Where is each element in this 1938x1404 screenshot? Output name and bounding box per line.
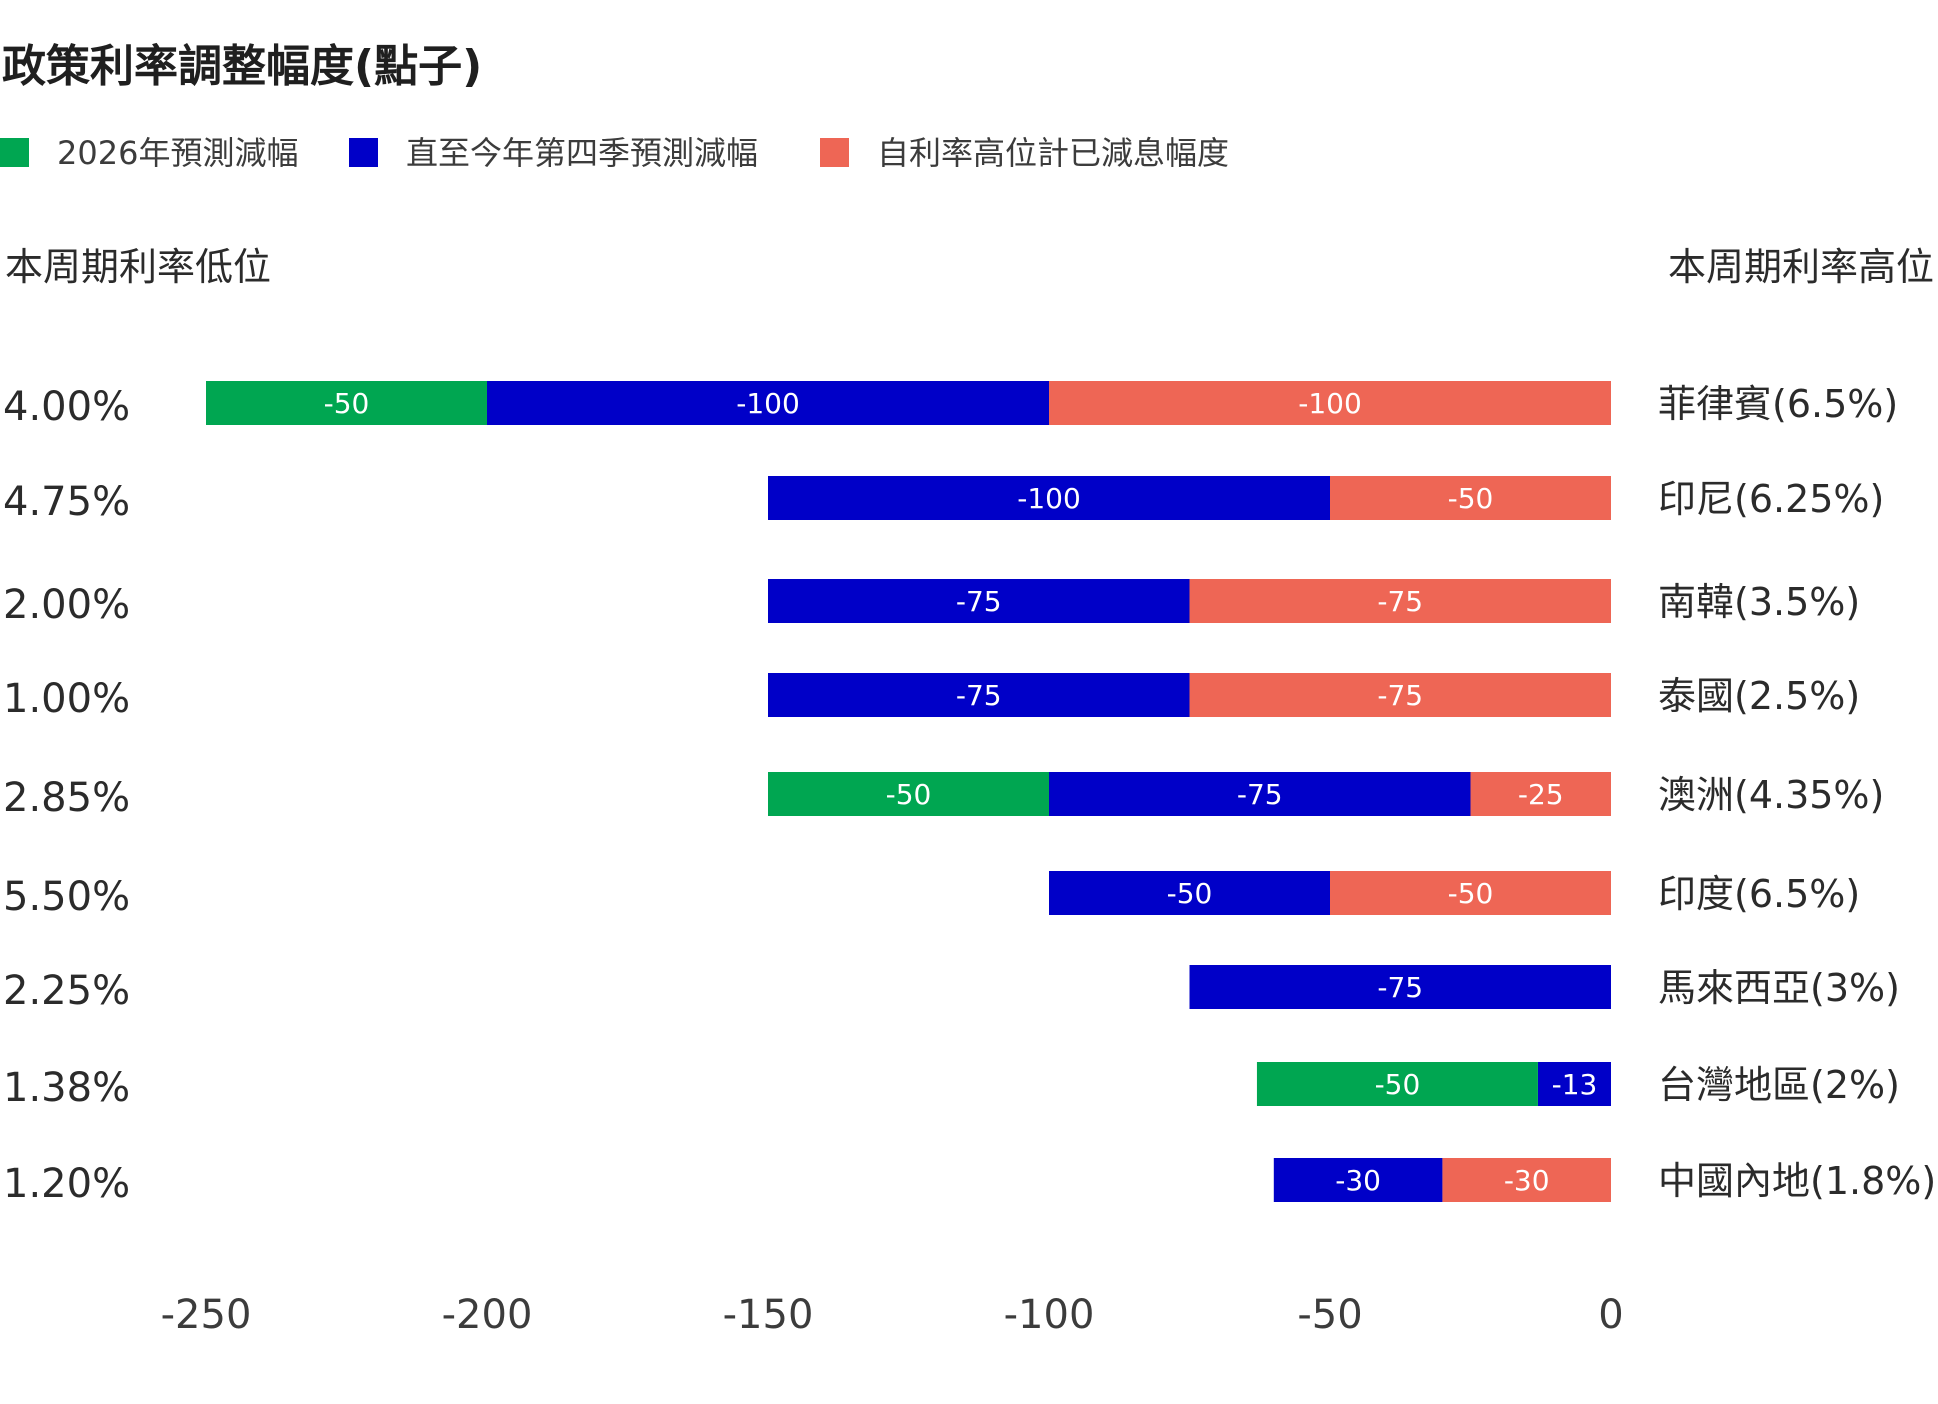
low-rate-label-4: 2.85% — [3, 775, 130, 821]
country-label-6: 馬來西亞(3%) — [1658, 966, 1900, 1010]
x-tick-label-2: -150 — [723, 1292, 814, 1338]
low-rate-label-6: 2.25% — [3, 968, 130, 1014]
chart-title: 政策利率調整幅度(點子) — [2, 41, 482, 92]
bar-forecast_2026-4 — [768, 772, 1049, 816]
country-label-7: 台灣地區(2%) — [1658, 1063, 1900, 1107]
low-rate-label-1: 4.75% — [3, 479, 130, 525]
legend-swatch-forecast_2026 — [0, 138, 29, 167]
low-rate-label-5: 5.50% — [3, 874, 130, 920]
country-labels: 菲律賓(6.5%) 印尼(6.25%) 南韓(3.5%) 泰國(2.5%) 澳洲(4.3… — [1658, 382, 1936, 1203]
bar-label-cut_so_far-0: -100 — [1298, 387, 1362, 420]
legend-label-forecast_q4: 直至今年第四季預測減幅 — [406, 134, 758, 172]
bar-cut_so_far-4 — [1470, 772, 1611, 816]
bar-label-forecast_2026-4: -50 — [886, 778, 932, 811]
bar-forecast_q4-1 — [768, 476, 1330, 520]
bar-forecast_q4-6 — [1189, 965, 1611, 1009]
bar-label-cut_so_far-4: -25 — [1518, 778, 1564, 811]
country-label-1: 印尼(6.25%) — [1658, 477, 1884, 521]
legend-label-forecast_2026: 2026年預測減幅 — [57, 134, 298, 172]
bar-label-forecast_q4-3: -75 — [956, 679, 1002, 712]
bar-label-forecast_q4-7: -13 — [1552, 1068, 1598, 1101]
bar-label-cut_so_far-2: -75 — [1377, 585, 1423, 618]
low-rate-label-3: 1.00% — [3, 676, 130, 722]
low-rate-label-7: 1.38% — [3, 1065, 130, 1111]
bar-label-cut_so_far-1: -50 — [1448, 482, 1494, 515]
bar-cut_so_far-0 — [1049, 381, 1611, 425]
x-axis: -250 -200 -150 -100 -50 0 — [161, 1292, 1624, 1338]
x-tick-label-0: -250 — [161, 1292, 252, 1338]
low-rate-label-2: 2.00% — [3, 582, 130, 628]
legend-swatch-cut_so_far — [820, 138, 849, 167]
bar-cut_so_far-5 — [1330, 871, 1611, 915]
bar-cut_so_far-8 — [1442, 1158, 1611, 1202]
bar-label-cut_so_far-3: -75 — [1377, 679, 1423, 712]
bar-forecast_q4-3 — [768, 673, 1190, 717]
bar-label-forecast_2026-0: -50 — [324, 387, 370, 420]
bar-forecast_q4-5 — [1049, 871, 1330, 915]
country-label-2: 南韓(3.5%) — [1658, 580, 1860, 624]
legend-label-cut_so_far: 自利率高位計已減息幅度 — [877, 134, 1229, 172]
x-tick-label-5: 0 — [1598, 1292, 1623, 1338]
bar-forecast_q4-2 — [768, 579, 1190, 623]
x-tick-label-4: -50 — [1297, 1292, 1362, 1338]
bars: -100 -100 -50 -50 -100 -75 -75 -75 -75 -25 -75 -50 -… — [206, 381, 1611, 1202]
bar-label-forecast_q4-6: -75 — [1377, 971, 1423, 1004]
bar-label-forecast_q4-0: -100 — [736, 387, 800, 420]
bar-forecast_q4-8 — [1273, 1158, 1443, 1202]
bar-label-cut_so_far-5: -50 — [1448, 877, 1494, 910]
low-rate-labels: 4.00% 4.75% 2.00% 1.00% 2.85% 5.50% 2.25% 1.38%… — [3, 384, 130, 1207]
legend: 2026年預測減幅 直至今年第四季預測減幅 自利率高位計已減息幅度 — [0, 134, 1229, 172]
country-label-3: 泰國(2.5%) — [1658, 674, 1860, 718]
bar-forecast_2026-0 — [206, 381, 487, 425]
left-header: 本周期利率低位 — [5, 245, 271, 289]
bar-forecast_q4-7 — [1537, 1062, 1611, 1106]
country-label-5: 印度(6.5%) — [1658, 872, 1860, 916]
bar-label-forecast_2026-7: -50 — [1375, 1068, 1421, 1101]
legend-swatch-forecast_q4 — [349, 138, 378, 167]
bar-cut_so_far-2 — [1189, 579, 1611, 623]
low-rate-label-0: 4.00% — [3, 384, 130, 430]
bar-cut_so_far-1 — [1330, 476, 1611, 520]
bar-forecast_q4-0 — [487, 381, 1049, 425]
bar-forecast_q4-4 — [1049, 772, 1471, 816]
bar-label-forecast_q4-2: -75 — [956, 585, 1002, 618]
bar-label-forecast_q4-1: -100 — [1017, 482, 1081, 515]
bar-label-cut_so_far-8: -30 — [1504, 1164, 1550, 1197]
country-label-8: 中國內地(1.8%) — [1658, 1159, 1936, 1203]
x-tick-label-1: -200 — [442, 1292, 533, 1338]
bar-label-forecast_q4-5: -50 — [1167, 877, 1213, 910]
low-rate-label-8: 1.20% — [3, 1161, 130, 1207]
country-label-0: 菲律賓(6.5%) — [1658, 382, 1898, 426]
country-label-4: 澳洲(4.35%) — [1658, 773, 1884, 817]
bar-label-forecast_q4-4: -75 — [1237, 778, 1283, 811]
bar-label-forecast_q4-8: -30 — [1335, 1164, 1381, 1197]
bar-cut_so_far-3 — [1189, 673, 1611, 717]
right-header: 本周期利率高位 — [1668, 245, 1934, 289]
x-tick-label-3: -100 — [1004, 1292, 1095, 1338]
bar-forecast_2026-7 — [1256, 1062, 1538, 1106]
